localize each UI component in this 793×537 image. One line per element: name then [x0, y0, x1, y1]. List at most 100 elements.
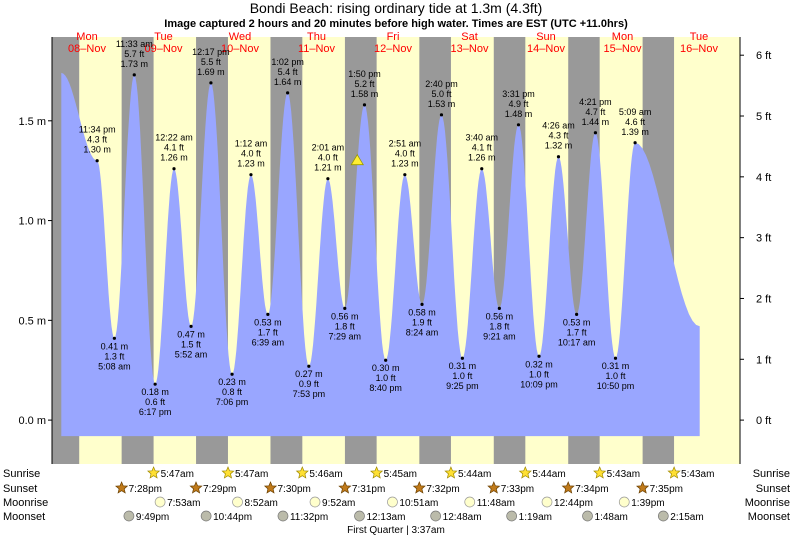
low-tide-point	[307, 364, 311, 368]
low-tide-label: 5:52 am	[175, 349, 208, 359]
sunset-icon	[636, 481, 650, 494]
moonset-icon	[354, 510, 365, 522]
day-date: 14–Nov	[527, 43, 565, 55]
high-tide-label: 1.44 m	[582, 117, 610, 127]
plot-area	[52, 37, 740, 464]
day-date: 13–Nov	[451, 43, 489, 55]
y-tick-label-right: 0 ft	[756, 415, 771, 427]
high-tide-label: 1.26 m	[160, 153, 188, 163]
low-tide-label: 0.56 m	[331, 311, 359, 321]
high-tide-label: 1.69 m	[197, 67, 225, 77]
moonrise-time: 11:48am	[477, 498, 515, 509]
high-tide-point	[286, 91, 290, 95]
low-tide-label: 0.53 m	[254, 317, 282, 327]
moonrise-time: 10:51am	[399, 498, 438, 509]
sunset-icon	[263, 481, 278, 494]
sunrise-icon	[593, 466, 607, 479]
moonrise-icon	[232, 496, 243, 508]
y-tick-label-right: 6 ft	[756, 50, 771, 62]
chart-subtitle: Image captured 2 hours and 20 minutes be…	[164, 18, 628, 30]
chart-title: Bondi Beach: rising ordinary tide at 1.3…	[250, 0, 543, 16]
high-tide-point	[172, 167, 176, 171]
low-tide-point	[575, 312, 579, 316]
sunset-icon	[561, 481, 575, 494]
high-tide-point	[516, 123, 521, 127]
low-tide-label: 1.3 ft	[104, 351, 125, 361]
moonset-time: 2:15am	[670, 512, 703, 523]
sunset-time: 7:34pm	[575, 484, 608, 495]
sunset-icon	[189, 481, 203, 494]
low-tide-label: 1.0 ft	[606, 371, 627, 381]
day-date: 15–Nov	[604, 43, 642, 55]
moonset-time: 12:13am	[366, 512, 405, 523]
low-tide-label: 0.30 m	[372, 363, 400, 373]
sunset-time: 7:29pm	[203, 484, 236, 495]
day-date: 11–Nov	[298, 43, 336, 55]
high-tide-label: 2:40 pm	[425, 79, 458, 89]
y-tick-label-right: 1 ft	[756, 354, 771, 366]
high-tide-point	[362, 103, 367, 107]
sunset-time: 7:32pm	[426, 484, 459, 495]
moonset-icon	[506, 510, 518, 522]
day-date: 16–Nov	[680, 43, 718, 55]
sunrise-icon	[444, 466, 458, 479]
low-tide-label: 1.9 ft	[412, 317, 433, 327]
low-tide-label: 1.7 ft	[258, 327, 279, 337]
low-tide-point	[613, 356, 618, 360]
sunset-icon	[338, 481, 352, 494]
sunset-icon	[412, 481, 426, 494]
high-tide-label: 5.0 ft	[431, 89, 452, 99]
y-axis-right: 0 ft 1 ft 2 ft 3 ft 4 ft 5 ft 6 ft	[739, 37, 771, 464]
day-name: Wed	[229, 31, 251, 43]
low-tide-point	[343, 306, 347, 310]
high-tide-label: 1.26 m	[468, 153, 496, 163]
moonrise-time: 7:53am	[167, 498, 200, 509]
sunrise-icon	[221, 466, 235, 479]
moonrise-row-label-right: Moonrise	[745, 497, 790, 509]
low-tide-label: 0.53 m	[563, 317, 591, 327]
high-tide-label: 5.7 ft	[124, 49, 145, 59]
sunset-row-label-left: Sunset	[3, 483, 37, 495]
day-labels: Mon08–NovTue09–NovWed10–NovThu11–NovFri1…	[68, 31, 718, 55]
high-tide-label: 4.0 ft	[318, 153, 339, 163]
high-tide-label: 11:34 pm	[79, 125, 116, 135]
low-tide-label: 0.27 m	[295, 369, 323, 379]
high-tide-label: 4.1 ft	[472, 143, 493, 153]
low-tide-point	[537, 354, 541, 358]
high-tide-label: 1.23 m	[237, 159, 265, 169]
sunset-time: 7:28pm	[129, 484, 162, 495]
low-tide-label: 7:53 pm	[293, 389, 326, 399]
day-date: 12–Nov	[374, 43, 412, 55]
sunrise-time: 5:44am	[532, 469, 565, 480]
low-tide-label: 7:29 am	[329, 331, 362, 341]
moonrise-icon	[464, 496, 476, 508]
moonrise-icon	[154, 496, 166, 508]
low-tide-label: 0.56 m	[486, 311, 514, 321]
sunrise-time: 5:43am	[607, 469, 640, 480]
high-tide-label: 2:51 am	[389, 139, 422, 149]
low-tide-point	[153, 382, 157, 386]
sunrise-time: 5:47am	[235, 469, 268, 480]
high-tide-label: 2:01 am	[312, 143, 345, 153]
day-name: Sat	[461, 31, 478, 43]
high-tide-point	[326, 177, 330, 181]
sunrise-icon	[518, 466, 532, 479]
y-tick-label-left: 1.0 m	[18, 216, 46, 228]
moonset-icon	[582, 510, 593, 522]
sunrise-icon	[295, 466, 309, 479]
high-tide-point	[249, 173, 253, 177]
moonrise-icon	[618, 496, 630, 508]
moonset-icon	[277, 510, 289, 522]
low-tide-label: 1.8 ft	[489, 321, 510, 331]
low-tide-label: 1.0 ft	[376, 373, 397, 383]
low-tide-label: 1.0 ft	[529, 369, 550, 379]
moonset-row-label-right: Moonset	[748, 511, 790, 523]
low-tide-label: 0.9 ft	[299, 379, 320, 389]
high-tide-label: 4.1 ft	[164, 143, 185, 153]
day-name: Mon	[76, 31, 97, 43]
high-tide-label: 5:09 am	[619, 107, 652, 117]
low-tide-point	[189, 324, 193, 328]
high-tide-point	[439, 113, 444, 117]
high-tide-label: 1:02 pm	[271, 57, 304, 67]
sunrise-time: 5:44am	[458, 469, 491, 480]
